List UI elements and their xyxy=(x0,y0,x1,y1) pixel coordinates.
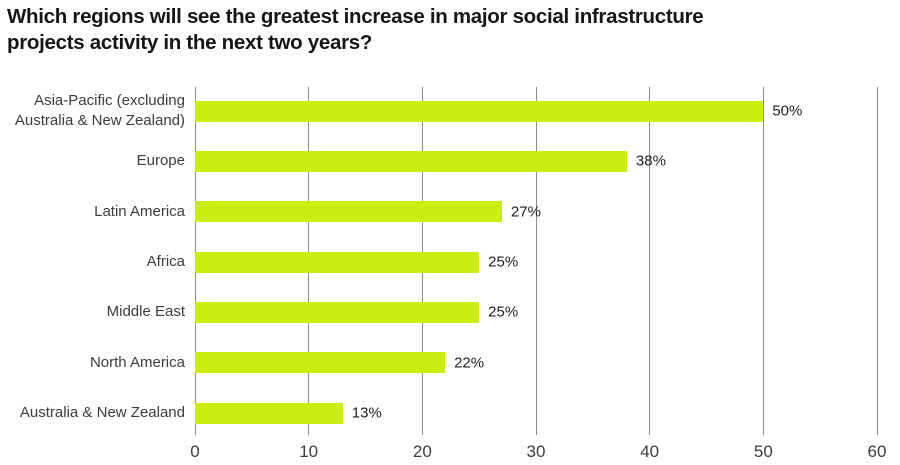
gridline-x-60 xyxy=(876,87,878,435)
category-label: Middle East xyxy=(106,303,185,321)
value-bar xyxy=(195,100,764,122)
value-bar xyxy=(195,201,502,223)
category-label: Africa xyxy=(146,253,185,270)
value-bar xyxy=(195,251,480,273)
category-label: Europe xyxy=(136,152,185,170)
value-bar xyxy=(195,402,343,424)
x-tick-label: 10 xyxy=(299,442,319,461)
x-tick-label: 0 xyxy=(190,442,200,461)
chart-title-line-2: projects activity in the next two years? xyxy=(7,31,373,54)
gridline-x-30 xyxy=(535,87,537,435)
value-label: 27% xyxy=(510,203,541,221)
value-label: 38% xyxy=(635,152,666,170)
value-label: 25% xyxy=(488,303,519,321)
x-tick-label: 50 xyxy=(753,442,773,461)
x-tick-label: 30 xyxy=(526,442,546,461)
category-label: Australia & New Zealand xyxy=(19,404,185,421)
x-tick-label: 60 xyxy=(867,442,887,461)
category-label: Latin America xyxy=(94,202,185,220)
gridline-x-50 xyxy=(762,87,764,435)
value-label: 13% xyxy=(351,404,382,422)
value-bar xyxy=(195,301,480,323)
x-tick-label: 40 xyxy=(640,442,660,461)
value-bar xyxy=(195,150,627,172)
value-bar xyxy=(195,352,446,374)
plot-area xyxy=(194,87,878,435)
value-label: 25% xyxy=(488,253,519,271)
x-tick-label: 20 xyxy=(412,442,432,461)
category-label: North America xyxy=(89,353,185,371)
gridline-x-40 xyxy=(649,87,651,435)
chart-title: Which regions will see the greatest incr… xyxy=(7,4,704,56)
category-label: Asia-Pacific (excluding Australia & New … xyxy=(14,92,185,129)
value-label: 22% xyxy=(454,354,485,372)
value-label: 50% xyxy=(772,102,803,120)
chart-title-line-1: Which regions will see the greatest incr… xyxy=(7,5,704,28)
